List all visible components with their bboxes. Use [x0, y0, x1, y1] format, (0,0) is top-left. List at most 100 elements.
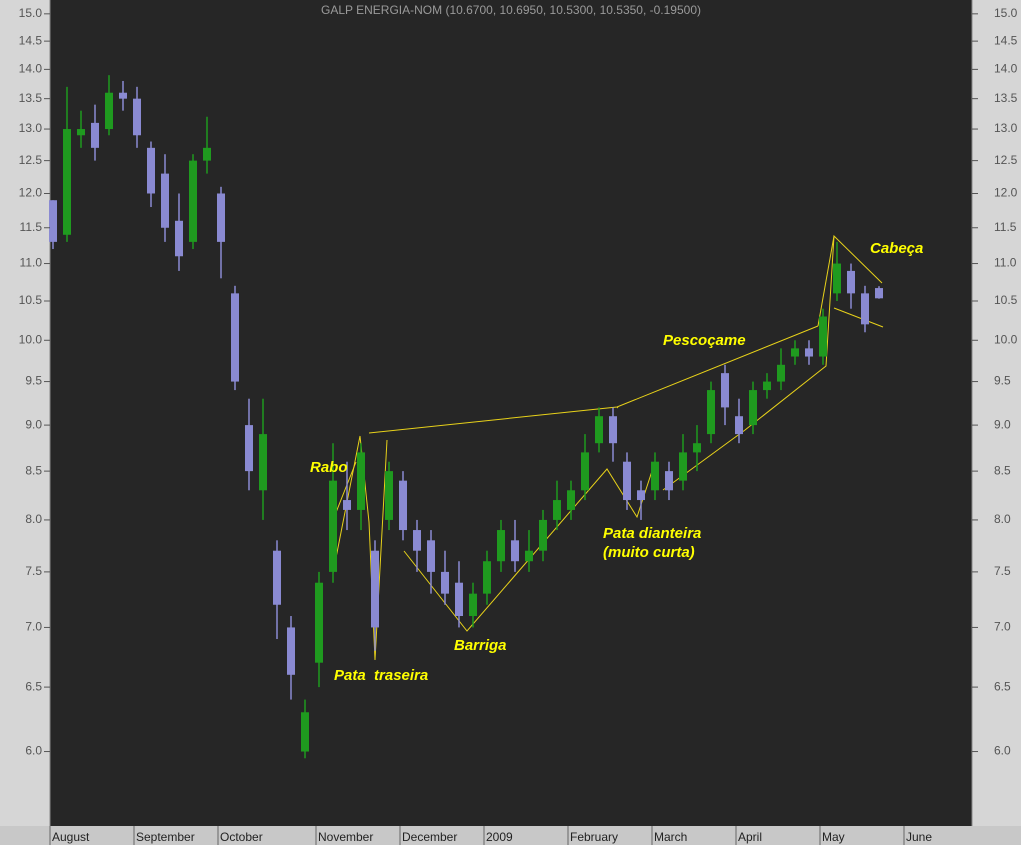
- x-tick-label: 2009: [486, 830, 513, 844]
- y-tick-label: 9.0: [994, 417, 1011, 431]
- candle-body: [427, 540, 435, 572]
- annotation: Rabo: [310, 459, 348, 476]
- candle-body: [707, 390, 715, 435]
- candle-body: [749, 390, 757, 426]
- y-tick-label: 13.0: [994, 121, 1018, 135]
- right-axis-panel: [972, 0, 1021, 826]
- candle-body: [49, 200, 57, 242]
- candle-body: [553, 500, 561, 520]
- x-tick-label: June: [906, 830, 932, 844]
- candle-body: [567, 490, 575, 510]
- y-tick-label: 11.5: [20, 220, 43, 234]
- candle-body: [637, 490, 645, 501]
- pattern-line: [403, 467, 654, 632]
- y-tick-label: 12.5: [19, 153, 43, 167]
- candle-body: [413, 530, 421, 551]
- candle-body: [133, 98, 141, 136]
- candle-body: [203, 147, 211, 161]
- candle-body: [721, 373, 729, 408]
- x-tick-label: February: [570, 830, 618, 844]
- y-tick-label: 14.0: [994, 62, 1018, 76]
- y-tick-label: 9.5: [25, 374, 42, 388]
- candle-body: [357, 452, 365, 510]
- candle-body: [483, 561, 491, 594]
- y-tick-label: 14.5: [994, 33, 1018, 47]
- candle-body: [161, 173, 169, 228]
- y-tick-label: 13.5: [19, 91, 43, 105]
- candle-body: [609, 416, 617, 444]
- y-tick-label: 10.0: [994, 332, 1018, 346]
- candle-body: [91, 122, 99, 148]
- y-tick-label: 11.5: [994, 220, 1017, 234]
- candle-body: [679, 452, 687, 481]
- annotation: (muito curta): [603, 544, 695, 561]
- candle-body: [301, 712, 309, 752]
- y-tick-label: 11.0: [20, 256, 43, 270]
- candle-body: [385, 471, 393, 520]
- candle-body: [287, 627, 295, 675]
- candle-body: [791, 348, 799, 357]
- y-tick-label: 6.5: [994, 679, 1011, 693]
- candle-body: [245, 425, 253, 472]
- y-tick-label: 8.5: [994, 463, 1011, 477]
- y-tick-label: 12.0: [19, 186, 43, 200]
- candle-body: [847, 270, 855, 294]
- candle-body: [217, 193, 225, 242]
- y-tick-label: 15.0: [19, 6, 43, 20]
- y-tick-label: 14.0: [19, 62, 43, 76]
- y-tick-label: 6.0: [994, 744, 1011, 758]
- candle-body: [371, 550, 379, 628]
- pattern-line: [616, 406, 619, 409]
- y-tick-label: 6.0: [25, 744, 42, 758]
- x-tick-label: November: [318, 830, 373, 844]
- candle-body: [175, 220, 183, 257]
- y-tick-label: 7.5: [25, 564, 42, 578]
- y-tick-label: 7.5: [994, 564, 1011, 578]
- candle-body: [693, 443, 701, 453]
- candle-body: [189, 160, 197, 242]
- y-tick-label: 7.0: [994, 620, 1011, 634]
- candle-body: [539, 519, 547, 551]
- candle-body: [819, 316, 827, 357]
- y-tick-label: 8.0: [994, 512, 1011, 526]
- y-tick-label: 9.5: [994, 374, 1011, 388]
- pattern-line: [817, 235, 835, 327]
- annotation: Cabeça: [870, 240, 923, 257]
- y-tick-label: 13.5: [994, 91, 1018, 105]
- pattern-line: [662, 234, 883, 491]
- candles: [49, 75, 883, 759]
- x-tick-label: April: [738, 830, 762, 844]
- annotation: Pata traseira: [334, 667, 428, 684]
- candle-body: [455, 582, 463, 617]
- candle-body: [623, 461, 631, 501]
- candle-body: [63, 129, 71, 235]
- candle-body: [805, 348, 813, 357]
- candle-body: [273, 550, 281, 605]
- y-tick-label: 11.0: [994, 256, 1017, 270]
- y-tick-label: 6.5: [25, 679, 42, 693]
- candle-body: [525, 550, 533, 562]
- x-tick-label: March: [654, 830, 687, 844]
- candle-body: [875, 288, 883, 299]
- candle-body: [259, 434, 267, 491]
- annotation: Pescoçame: [663, 332, 746, 349]
- x-tick-label: May: [822, 830, 845, 844]
- chart-title: GALP ENERGIA-NOM (10.6700, 10.6950, 10.5…: [321, 3, 701, 17]
- candle-body: [595, 416, 603, 444]
- x-tick-label: August: [52, 830, 90, 844]
- candle-body: [833, 263, 841, 294]
- pattern-lines: [332, 234, 884, 661]
- candle-body: [441, 571, 449, 594]
- y-tick-label: 14.5: [19, 33, 43, 47]
- y-tick-label: 12.5: [994, 153, 1018, 167]
- pattern-line: [833, 307, 884, 328]
- candle-body: [315, 582, 323, 663]
- annotation: Pata dianteira: [603, 525, 701, 542]
- candle-body: [581, 452, 589, 491]
- candle-body: [651, 461, 659, 491]
- y-tick-label: 7.0: [25, 620, 42, 634]
- y-tick-label: 8.0: [25, 512, 42, 526]
- candle-body: [763, 381, 771, 391]
